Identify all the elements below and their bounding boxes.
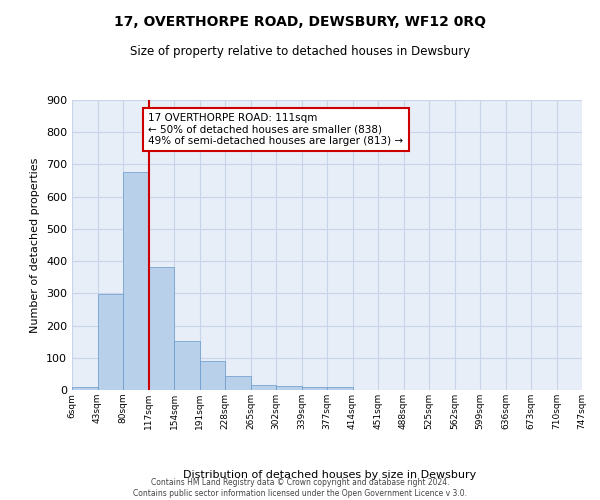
Bar xyxy=(225,376,251,390)
Bar xyxy=(276,386,302,390)
Text: 17 OVERTHORPE ROAD: 111sqm
← 50% of detached houses are smaller (838)
49% of sem: 17 OVERTHORPE ROAD: 111sqm ← 50% of deta… xyxy=(149,113,404,146)
Bar xyxy=(149,266,174,390)
Bar xyxy=(174,341,199,390)
Bar xyxy=(123,172,149,390)
Text: Size of property relative to detached houses in Dewsbury: Size of property relative to detached ho… xyxy=(130,45,470,58)
Bar xyxy=(327,388,353,390)
Text: Contains HM Land Registry data © Crown copyright and database right 2024.
Contai: Contains HM Land Registry data © Crown c… xyxy=(133,478,467,498)
Bar xyxy=(251,385,276,390)
Text: Distribution of detached houses by size in Dewsbury: Distribution of detached houses by size … xyxy=(184,470,476,480)
Bar xyxy=(97,294,123,390)
Bar xyxy=(72,387,97,390)
Bar xyxy=(302,388,327,390)
Bar xyxy=(199,361,225,390)
Text: 17, OVERTHORPE ROAD, DEWSBURY, WF12 0RQ: 17, OVERTHORPE ROAD, DEWSBURY, WF12 0RQ xyxy=(114,15,486,29)
Y-axis label: Number of detached properties: Number of detached properties xyxy=(31,158,40,332)
